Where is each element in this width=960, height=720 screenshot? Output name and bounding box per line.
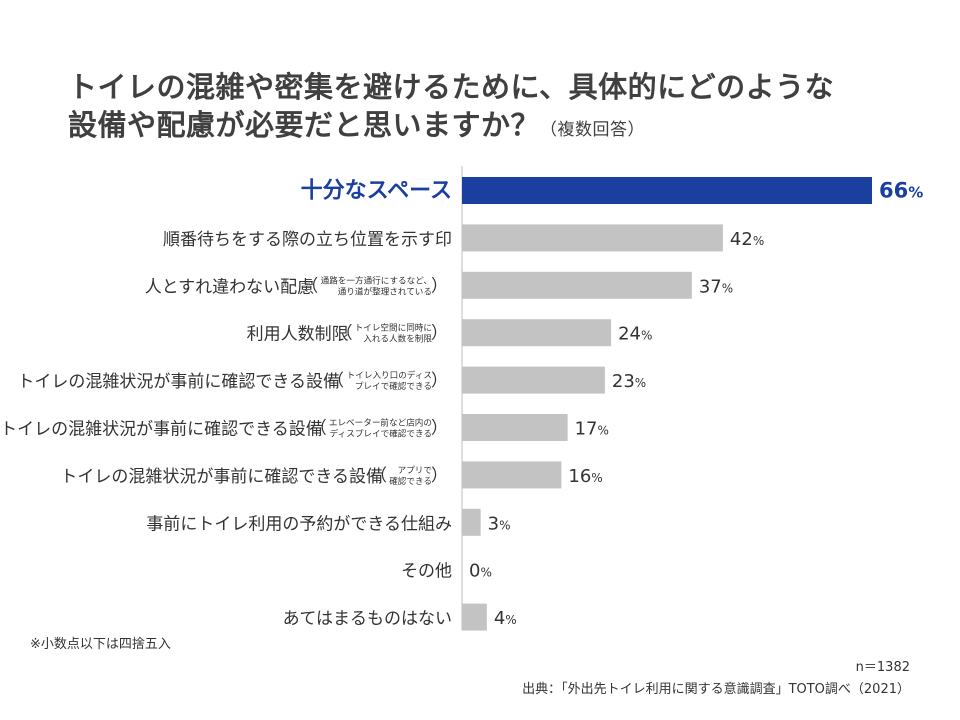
value-label: 37% <box>699 276 733 297</box>
value-number: 37 <box>699 276 722 297</box>
value-unit: % <box>505 613 516 627</box>
value-label: 0% <box>469 561 492 582</box>
bar-row: 3% 事前にトイレ利用の予約ができる仕組み <box>146 508 511 536</box>
value-label: 23% <box>612 371 646 392</box>
bar <box>462 319 612 347</box>
value-label: 4% <box>494 608 517 629</box>
value-unit: % <box>722 281 733 295</box>
bar <box>462 508 481 536</box>
category-note: トイレ入り口のディス <box>347 369 432 381</box>
note-paren-open: （ <box>336 324 353 344</box>
category-label: あてはまるものはない <box>283 609 452 629</box>
category-note: トイレ空間に同時に <box>355 322 432 334</box>
value-unit: % <box>499 518 510 532</box>
bar <box>462 461 562 489</box>
note-paren-close: ） <box>431 371 448 391</box>
value-number: 24 <box>618 324 641 345</box>
title-note: （複数回答） <box>540 120 646 140</box>
bar <box>462 177 872 204</box>
value-unit: % <box>753 234 764 248</box>
note-paren-open: （ <box>370 466 387 486</box>
source-credit: 出典：「外出先トイレ利用に関する意識調査」TOTO調べ（2021） <box>522 682 910 697</box>
value-number: 66 <box>879 179 908 203</box>
category-note: アプリで <box>398 465 432 476</box>
value-unit: % <box>591 471 602 485</box>
value-unit: % <box>635 376 646 390</box>
note-paren-open: （ <box>301 276 318 296</box>
value-number: 16 <box>568 466 591 487</box>
category-label: 事前にトイレ利用の予約ができる仕組み <box>146 514 452 534</box>
category-label: トイレの混雑状況が事前に確認できる設備 <box>17 372 340 392</box>
title-line-2: 設備や配慮が必要だと思いますか？ <box>68 108 541 142</box>
note-paren-close: ） <box>431 419 448 439</box>
value-label: 3% <box>488 513 511 534</box>
value-unit: % <box>598 424 609 438</box>
note-paren-close: ） <box>431 276 448 296</box>
category-label: その他 <box>401 562 452 582</box>
category-note: 通路を一方通行にするなど、 <box>321 274 432 286</box>
category-note: 通り道が整理されている <box>338 285 432 297</box>
bar-row: 42% 順番待ちをする際の立ち位置を示す印 <box>163 224 764 252</box>
title-line-1: トイレの混雑や密集を避けるために、具体的にどのような <box>68 70 835 104</box>
category-note: 確認できる <box>389 475 432 487</box>
bar <box>462 224 723 252</box>
category-label: トイレの混雑状況が事前に確認できる設備 <box>0 420 323 440</box>
value-number: 4 <box>494 608 505 629</box>
note-paren-open: （ <box>327 371 344 391</box>
category-label: 利用人数制限 <box>247 325 349 345</box>
bar-row: 66% 十分なスペース <box>301 177 923 204</box>
value-number: 0 <box>469 561 480 582</box>
bar <box>462 414 568 441</box>
value-label: 24% <box>618 324 652 345</box>
value-label: 16% <box>568 466 602 487</box>
value-number: 23 <box>612 371 635 392</box>
sample-size: n＝1382 <box>855 660 910 675</box>
bar <box>462 603 487 631</box>
value-number: 3 <box>488 513 499 534</box>
category-label: 順番待ちをする際の立ち位置を示す印 <box>163 230 452 250</box>
value-label: 42% <box>730 229 764 250</box>
note-paren-open: （ <box>310 419 327 439</box>
note-paren-close: ） <box>431 324 448 344</box>
value-unit: % <box>641 329 652 343</box>
value-number: 42 <box>730 229 753 250</box>
value-label: 66% <box>879 179 923 203</box>
value-label: 17% <box>575 419 609 440</box>
chart-title: トイレの混雑や密集を避けるために、具体的にどのような 設備や配慮が必要だと思います… <box>68 68 834 149</box>
category-label: トイレの混雑状況が事前に確認できる設備 <box>60 467 383 487</box>
bar-row: 0% その他 <box>401 561 492 582</box>
value-unit: % <box>908 184 923 202</box>
category-label: 人とすれ違わない配慮 <box>145 277 315 297</box>
bar-row: 37% ）通路を一方通行にするなど、通り道が整理されている （人とすれ違わない配慮 <box>145 271 733 299</box>
note-paren-close: ） <box>431 466 448 486</box>
category-note: ディスプレイで確認できる <box>330 428 432 440</box>
bar <box>462 366 605 394</box>
category-note: 入れる人数を制限 <box>363 333 432 345</box>
category-label: 十分なスペース <box>301 179 452 204</box>
bar-row: 4% あてはまるものはない <box>283 603 517 631</box>
bar <box>462 271 692 299</box>
category-note: エレベーター前など店内の <box>329 417 432 429</box>
value-unit: % <box>480 566 491 580</box>
value-number: 17 <box>575 419 598 440</box>
category-note: プレイで確認できる <box>355 380 432 392</box>
footnote: ※小数点以下は四捨五入 <box>30 637 171 652</box>
bar-row: 17% ）エレベーター前など店内のディスプレイで確認できる（トイレの混雑状況が事前… <box>0 414 609 441</box>
